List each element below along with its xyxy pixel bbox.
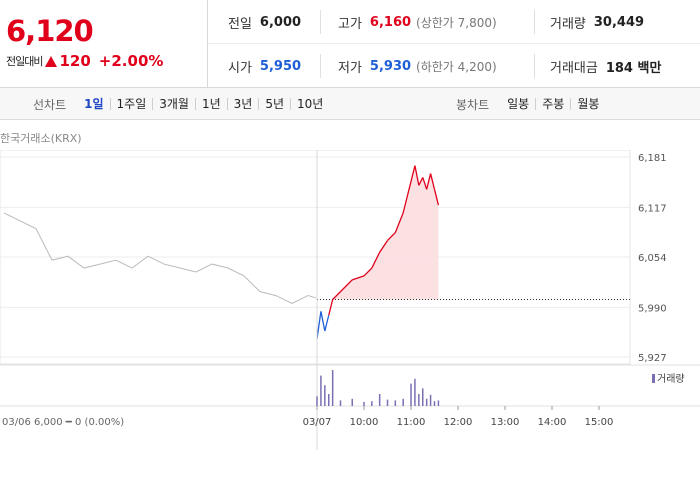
volume-legend-label: 거래량 <box>657 373 685 385</box>
series-segment-current-day <box>410 165 416 182</box>
volume-legend-swatch <box>652 374 655 383</box>
series-segment-current-day <box>379 240 389 253</box>
series-segment-current-day <box>394 212 404 233</box>
prev-close: 전일 6,000 <box>228 0 301 44</box>
upper-limit: (상한가 7,800) <box>416 15 497 30</box>
exchange-label: 한국거래소(KRX) <box>0 132 82 145</box>
x-tick-label: 14:00 <box>538 417 567 428</box>
series-area-up <box>317 165 439 300</box>
series-segment-current-day <box>414 165 420 186</box>
line-chart-tabs: 선차트 1일 1주일 3개월 1년 3년 5년 10년 <box>33 88 329 120</box>
change-percent: +2.00% <box>98 52 164 70</box>
tab-1y[interactable]: 1년 <box>194 98 227 110</box>
y-tick-label: 5,927 <box>638 353 667 364</box>
series-segment-current-day <box>433 189 440 206</box>
change-value: 120 <box>59 52 91 70</box>
high-value: 6,160 <box>369 14 412 30</box>
y-tick-label: 6,181 <box>638 153 667 164</box>
series-segment-current-day <box>363 267 373 277</box>
price-summary: 6,120 전일대비 120 +2.00% <box>0 0 208 88</box>
series-segment-current-day <box>422 177 428 190</box>
prev-day-label: 03/06 6,000 ━ 0 (0.00%) <box>2 417 124 428</box>
series-line-prev-day <box>3 212 317 305</box>
prev-close-value: 6,000 <box>259 14 302 30</box>
change-row: 전일대비 120 +2.00% <box>6 52 163 70</box>
series-segment-current-day <box>316 311 322 339</box>
series-segment-current-day <box>332 291 341 300</box>
amount-label: 거래대금 <box>550 60 598 76</box>
amount-info: 거래대금 184 백만 <box>550 44 661 88</box>
open-price: 시가 5,950 <box>228 44 301 88</box>
tab-daily[interactable]: 일봉 <box>507 97 530 111</box>
candle-chart-title: 봉차트 <box>456 97 490 112</box>
series-segment-current-day <box>418 177 424 186</box>
prev-close-label: 전일 <box>228 16 252 32</box>
divider <box>534 54 535 78</box>
series-segment-current-day <box>387 232 396 241</box>
series-segment-current-day <box>402 181 412 214</box>
amount-value: 184 백만 <box>605 60 662 76</box>
info-row-1: 전일 6,000 고가 6,160 (상한가 7,800) 거래량 30,449 <box>208 0 700 44</box>
low-price: 저가 5,930 (하한가 4,200) <box>338 44 497 88</box>
tab-1w[interactable]: 1주일 <box>109 98 153 110</box>
divider <box>534 10 535 34</box>
info-row-2: 시가 5,950 저가 5,930 (하한가 4,200) 거래대금 184 백… <box>208 44 700 88</box>
price-chart-svg: 6,181 6,117 6,054 5,990 5,927 거래량 03/06 6,000 … <box>0 149 700 450</box>
tab-monthly[interactable]: 월봉 <box>570 98 605 110</box>
quote-header: 6,120 전일대비 120 +2.00% 전일 6,000 고가 6,160 … <box>0 0 700 88</box>
chart-period-tabbar: 선차트 1일 1주일 3개월 1년 3년 5년 10년 봉차트 일봉 주봉 월봉 <box>0 88 700 120</box>
high-price: 고가 6,160 (상한가 7,800) <box>338 0 497 44</box>
series-segment-current-day <box>324 315 330 332</box>
low-label: 저가 <box>338 60 362 76</box>
open-value: 5,950 <box>259 58 302 74</box>
x-tick-label: 15:00 <box>585 417 614 428</box>
series-segment-current-day <box>426 173 432 190</box>
quote-info-grid: 전일 6,000 고가 6,160 (상한가 7,800) 거래량 30,449… <box>208 0 700 88</box>
open-label: 시가 <box>228 60 252 76</box>
current-price: 6,120 <box>6 14 94 48</box>
candle-chart-tabs: 봉차트 일봉 주봉 월봉 <box>456 88 605 120</box>
volume-value: 30,449 <box>593 14 645 30</box>
y-tick-label: 5,990 <box>638 303 667 314</box>
high-label: 고가 <box>338 16 362 32</box>
x-tick-label: 11:00 <box>397 417 426 428</box>
x-tick-label: 13:00 <box>491 417 520 428</box>
x-tick-label: 12:00 <box>444 417 473 428</box>
tab-5y[interactable]: 5년 <box>258 98 290 110</box>
series-segment-current-day <box>328 299 334 316</box>
x-tick-label: 10:00 <box>350 417 379 428</box>
y-tick-label: 6,054 <box>638 253 667 264</box>
divider <box>320 54 321 78</box>
tab-1d[interactable]: 1일 <box>84 97 104 111</box>
series-segment-current-day <box>429 173 436 190</box>
y-tick-label: 6,117 <box>638 203 667 214</box>
volume-label: 거래량 <box>550 16 586 32</box>
tab-3m[interactable]: 3개월 <box>152 98 195 110</box>
x-tick-label: 03/07 <box>303 417 332 428</box>
low-value: 5,930 <box>369 58 412 74</box>
series-segment-current-day <box>371 251 381 269</box>
price-chart[interactable]: 6,181 6,117 6,054 5,990 5,927 거래량 03/06 6,000 … <box>0 149 700 490</box>
change-label: 전일대비 <box>6 55 43 68</box>
series-segment-current-day <box>340 279 353 293</box>
up-triangle-icon <box>45 55 58 67</box>
tab-3y[interactable]: 3년 <box>226 98 259 110</box>
divider <box>320 10 321 34</box>
line-chart-title: 선차트 <box>33 97 67 112</box>
tab-10y[interactable]: 10년 <box>290 98 329 110</box>
series-segment-current-day <box>352 275 365 281</box>
lower-limit: (하한가 4,200) <box>416 59 497 74</box>
volume-info: 거래량 30,449 <box>550 0 644 44</box>
series-segment-current-day <box>320 311 326 332</box>
tab-weekly[interactable]: 주봉 <box>535 98 570 110</box>
